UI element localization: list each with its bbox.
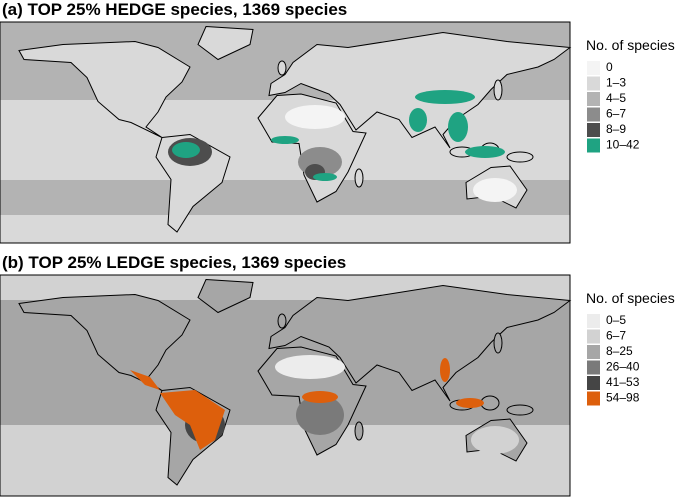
legend-label: 10–42 — [606, 138, 640, 152]
legend-label: 1–3 — [606, 76, 626, 90]
panel-title: (b) TOP 25% LEDGE species, 1369 species — [2, 253, 346, 272]
region — [471, 426, 519, 454]
legend-swatch — [587, 123, 600, 137]
legend-swatch — [587, 329, 600, 344]
legend-swatch — [587, 391, 600, 406]
region — [296, 395, 344, 435]
legend-swatch — [587, 138, 600, 153]
legend-swatch — [587, 345, 600, 359]
region — [409, 108, 427, 132]
legend: No. of species 0 1–34–5 6–78–9 10–42 — [586, 37, 675, 153]
legend-label: 26–40 — [606, 360, 640, 374]
region — [473, 178, 517, 202]
region — [285, 105, 345, 129]
legend-swatch — [587, 376, 600, 390]
region — [465, 146, 505, 158]
legend-swatch — [587, 76, 600, 91]
map-frame — [0, 21, 571, 244]
legend-swatch — [587, 360, 600, 375]
region — [415, 90, 475, 104]
region — [302, 391, 338, 403]
region — [313, 173, 337, 181]
region — [440, 358, 450, 382]
legend-label: 4–5 — [606, 91, 626, 105]
region — [130, 370, 160, 390]
map — [0, 274, 571, 497]
map-frame — [0, 274, 571, 497]
region — [275, 355, 345, 379]
legend-label: 6–7 — [606, 329, 626, 343]
legend-swatch — [587, 314, 600, 328]
legend-label: 0–5 — [606, 313, 626, 327]
ocean-band — [0, 215, 570, 243]
region — [456, 398, 484, 408]
legend-title: No. of species — [586, 37, 675, 53]
legend-swatch — [587, 92, 600, 106]
map — [0, 21, 571, 244]
legend-label: 0 — [606, 60, 613, 74]
region — [172, 142, 200, 158]
legend-label: 41–53 — [606, 375, 640, 389]
region — [271, 136, 299, 144]
region — [448, 112, 468, 142]
legend-label: 8–25 — [606, 344, 633, 358]
legend-label: 54–98 — [606, 391, 640, 405]
panel: (a) TOP 25% HEDGE species, 1369 species … — [0, 0, 675, 244]
panel: (b) TOP 25% LEDGE species, 1369 species … — [0, 253, 675, 497]
legend-label: 6–7 — [606, 107, 626, 121]
legend-title: No. of species — [586, 290, 675, 306]
region — [160, 390, 225, 450]
legend-swatch — [587, 107, 600, 122]
panel-title: (a) TOP 25% HEDGE species, 1369 species — [2, 0, 347, 19]
legend-label: 8–9 — [606, 122, 626, 136]
legend-swatch — [587, 61, 600, 75]
